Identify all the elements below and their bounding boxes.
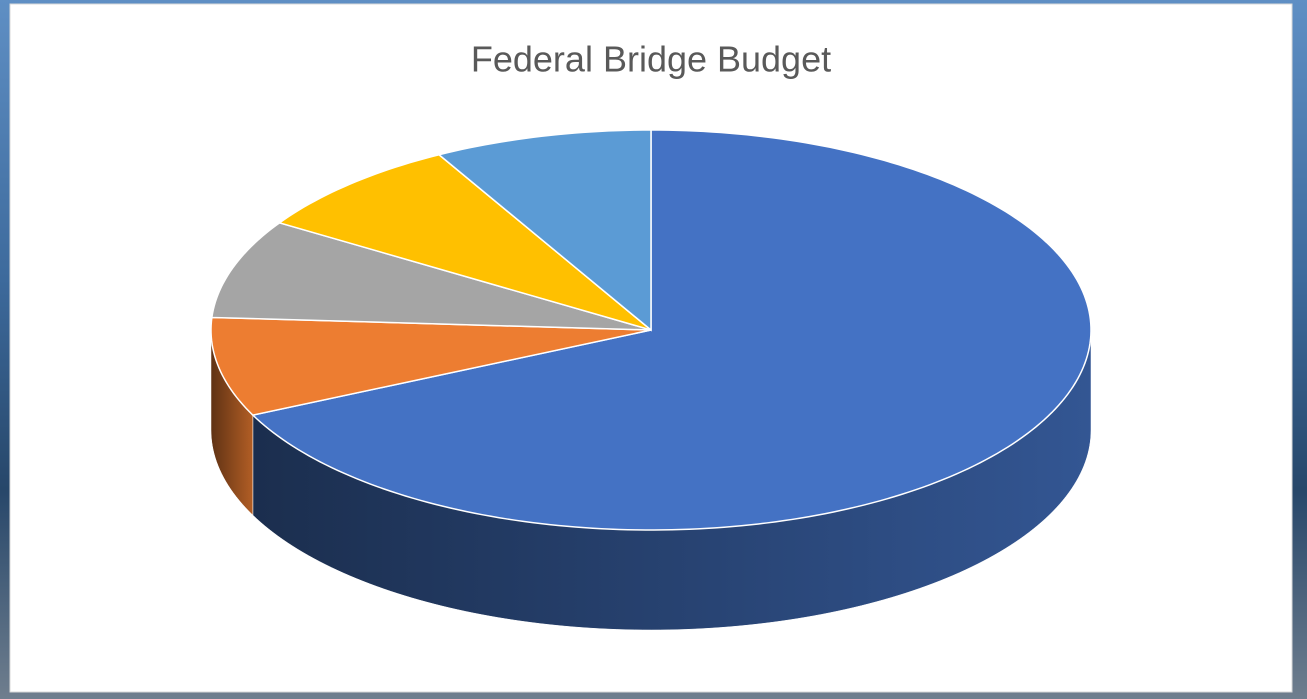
- slice: [251, 129, 1092, 531]
- slice: [277, 153, 652, 331]
- slice: [210, 222, 652, 331]
- slice: [210, 316, 652, 416]
- slice: [437, 129, 652, 332]
- chart-title: Federal Bridge Budget: [471, 39, 831, 80]
